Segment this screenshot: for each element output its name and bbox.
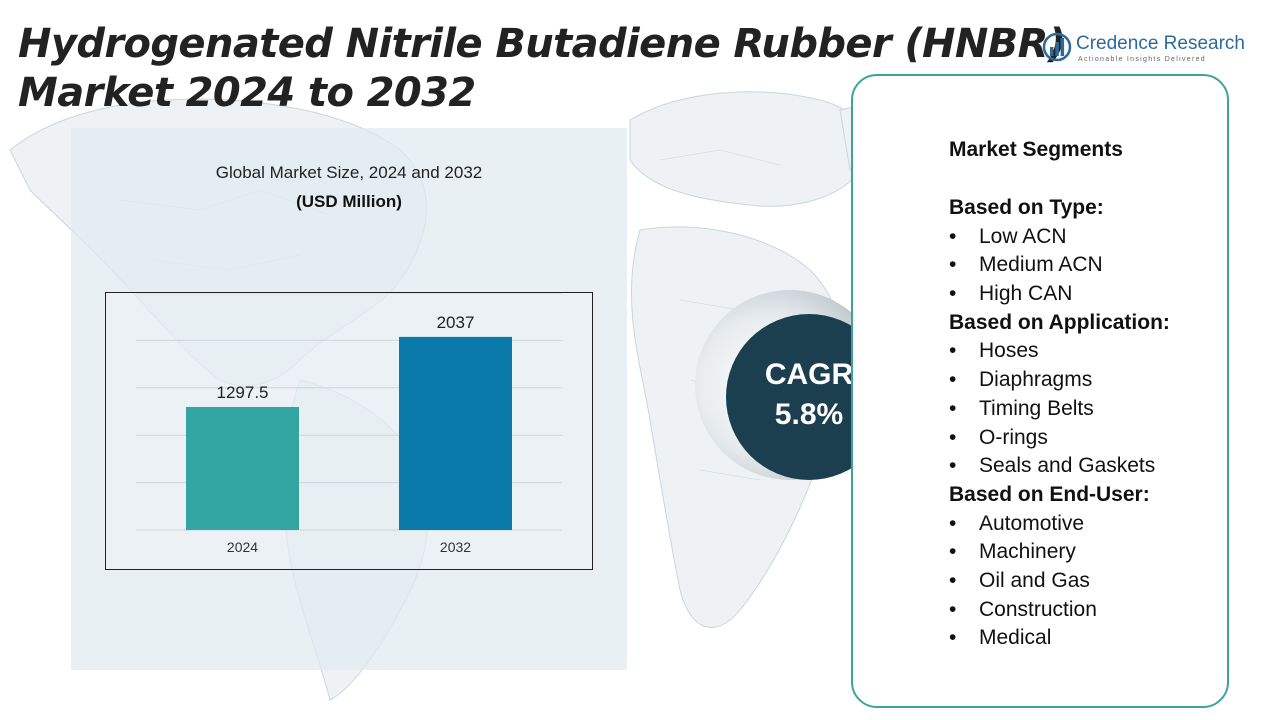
x-tick-label-2032: 2032 (440, 539, 471, 555)
bar-2024 (186, 406, 299, 530)
segment-item: • Construction (949, 596, 1229, 625)
cagr-label: CAGR (764, 358, 854, 391)
bullet-icon: • (949, 597, 957, 621)
bullet-icon: • (949, 511, 957, 535)
segments-heading: Market Segments (949, 138, 1123, 161)
chart-title: Global Market Size, 2024 and 2032 (215, 163, 483, 182)
page-title: Hydrogenated Nitrile Butadiene Rubber (H… (18, 20, 1066, 118)
segment-item: • Automotive (949, 510, 1229, 539)
segment-item-label: Medical (979, 626, 1052, 650)
cagr-value: 5.8% (774, 398, 844, 431)
segment-item-label: Timing Belts (979, 396, 1094, 420)
segment-item-label: Machinery (979, 540, 1076, 564)
market-segments-panel: Market Segments Based on Type: • Low ACN • M… (851, 74, 1229, 708)
company-logo: Credence Research Actionable Insights De… (1042, 30, 1262, 70)
segment-item: • Medical (949, 624, 1229, 653)
segments-list: Based on Type: • Low ACN • Medium ACN • High C… (949, 194, 1229, 653)
segment-item: • Low ACN (949, 223, 1229, 252)
segment-item: • Medium ACN (949, 251, 1229, 280)
segment-item-label: Construction (979, 597, 1097, 621)
bullet-icon: • (949, 425, 957, 449)
segment-item: • Oil and Gas (949, 567, 1229, 596)
bar-chart-globe-icon (1042, 32, 1072, 62)
data-label-2024: 1297.5 (217, 383, 269, 402)
page-title-line-2: Market 2024 to 2032 (18, 70, 476, 116)
bullet-icon: • (949, 339, 957, 363)
bullet-icon: • (949, 454, 957, 478)
chart-unit: (USD Million) (296, 192, 402, 211)
x-tick-label-2024: 2024 (227, 539, 258, 555)
bullet-icon: • (949, 396, 957, 420)
segment-item-label: Medium ACN (979, 253, 1103, 277)
bullet-icon: • (949, 282, 957, 306)
segment-group-title: Based on Application: (949, 310, 1170, 334)
segment-item-label: Seals and Gaskets (979, 454, 1156, 478)
segment-item: • O-rings (949, 424, 1229, 453)
bullet-icon: • (949, 224, 957, 248)
segment-item: • Hoses (949, 337, 1229, 366)
bullet-icon: • (949, 540, 957, 564)
chart-frame: 1297.5 2024 2037 2032 (105, 292, 593, 570)
segment-item-label: Low ACN (979, 224, 1067, 248)
bullet-icon: • (949, 368, 957, 392)
segment-item-label: Oil and Gas (979, 568, 1090, 592)
bullet-icon: • (949, 626, 957, 650)
chart-panel: Global Market Size, 2024 and 2032 (USD M… (71, 128, 627, 670)
segment-item-label: Diaphragms (979, 368, 1093, 392)
segment-item: • Timing Belts (949, 395, 1229, 424)
page-title-line-1: Hydrogenated Nitrile Butadiene Rubber (H… (18, 21, 1066, 67)
segment-item-label: Hoses (979, 339, 1039, 363)
bullet-icon: • (949, 568, 957, 592)
logo-name: Credence Research (1076, 33, 1245, 54)
segment-item: • Seals and Gaskets (949, 452, 1229, 481)
data-label-2032: 2037 (437, 313, 475, 332)
segment-item: • Diaphragms (949, 366, 1229, 395)
logo-tagline: Actionable Insights Delivered (1078, 56, 1206, 63)
segment-item-label: O-rings (979, 425, 1048, 449)
segment-group-title: Based on Type: (949, 196, 1104, 219)
segment-group-title: Based on End-User: (949, 482, 1150, 506)
bullet-icon: • (949, 253, 957, 277)
segment-item: • High CAN (949, 280, 1229, 309)
bar-2032 (399, 336, 512, 530)
segment-item-label: Automotive (979, 511, 1085, 535)
segment-item-label: High CAN (979, 282, 1073, 306)
bar-chart: 1297.5 2024 2037 2032 (136, 293, 562, 555)
segment-item: • Machinery (949, 538, 1229, 567)
